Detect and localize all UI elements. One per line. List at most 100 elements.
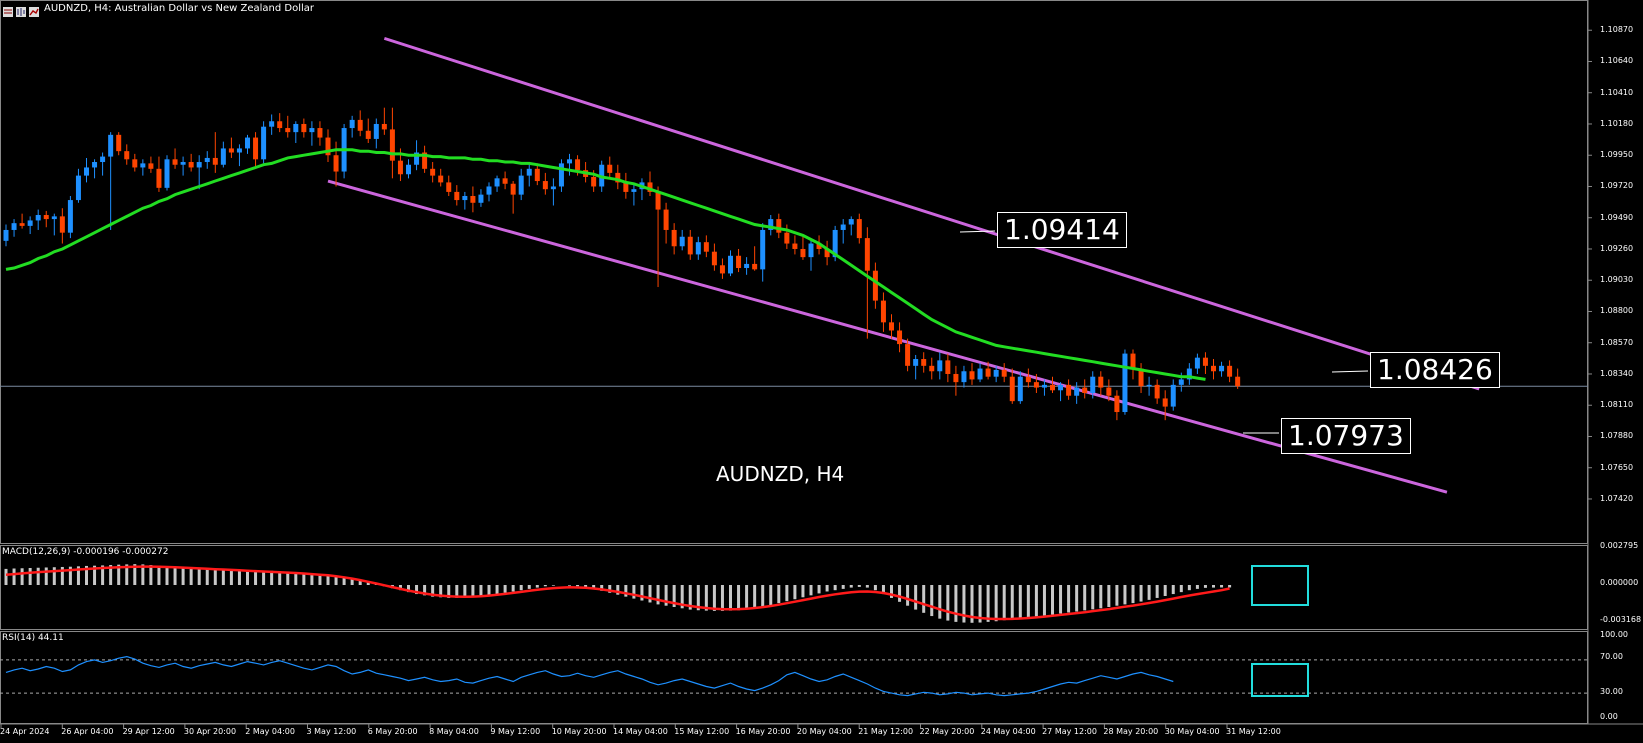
candle-bear (317, 128, 323, 138)
candle-bear (228, 148, 234, 153)
candle-bear (1025, 376, 1031, 383)
candle-bull (349, 119, 355, 129)
candle-bull (1090, 376, 1096, 393)
candle-bear (856, 219, 862, 239)
time-tick: 26 Apr 04:00 (61, 727, 114, 736)
candle-bull (1122, 353, 1128, 413)
candle-bear (156, 168, 162, 188)
candle-bull (1219, 365, 1225, 372)
candle-bear (389, 129, 395, 161)
candle-bear (397, 160, 403, 175)
candle-bull (108, 134, 114, 157)
macd-signal-line (5, 565, 1230, 621)
candle-bear (711, 251, 717, 266)
candle-bear (905, 344, 911, 366)
candle-bull (526, 168, 532, 176)
candle-bear (470, 195, 476, 203)
price-label-resistance: 1.08426 (1370, 352, 1500, 388)
candle-bull (293, 123, 299, 133)
price-tick: 1.08570 (1600, 337, 1634, 347)
candle-bull (236, 148, 242, 153)
candle-bull (478, 194, 484, 203)
candle-bear (1154, 384, 1160, 399)
price-tick: 1.09260 (1600, 243, 1634, 253)
candle-bear (333, 155, 339, 172)
candle-bear (663, 209, 669, 230)
candle-bear (736, 255, 742, 268)
channel-upper-line (383, 36, 1480, 391)
time-tick: 29 Apr 12:00 (122, 727, 175, 736)
candle-bear (800, 248, 806, 258)
candle-bull (164, 159, 170, 188)
candle-bear (687, 236, 693, 255)
label-connector-resistance (1331, 370, 1369, 373)
candle-bear (1162, 398, 1168, 407)
candle-bull (679, 236, 685, 247)
axis-ticks (0, 29, 1592, 728)
candle-bear (647, 182, 653, 192)
time-tick: 9 May 12:00 (490, 727, 541, 736)
candle-bull (760, 229, 766, 270)
time-tick: 20 May 04:00 (796, 727, 852, 736)
candle-bull (462, 195, 468, 201)
candle-bull (100, 156, 106, 163)
candle-bull (180, 162, 186, 165)
candle-bull (3, 229, 9, 241)
time-tick: 28 May 20:00 (1103, 727, 1159, 736)
rsi-pane-border (0, 631, 1588, 724)
candle-bear (132, 159, 138, 168)
candle-bear (1227, 365, 1233, 377)
chart-menu-icon (3, 7, 39, 17)
price-label-upper: 1.09414 (997, 212, 1127, 248)
candle-bull (261, 126, 267, 160)
candle-bull (728, 255, 733, 274)
candle-bear (623, 182, 629, 192)
candle-bear (776, 219, 782, 233)
time-tick: 16 May 20:00 (735, 727, 791, 736)
candle-bear (422, 152, 428, 169)
candle-bear (430, 168, 436, 176)
candle-bear (446, 182, 452, 192)
candle-bear (1082, 387, 1088, 393)
time-tick: 24 Apr 2024 (0, 727, 50, 736)
candle-bull (631, 189, 637, 192)
candle-bull (1170, 384, 1176, 407)
symbol-watermark: AUDNZD, H4 (716, 462, 845, 486)
candle-bear (1050, 384, 1055, 391)
candle-bear (1138, 368, 1144, 387)
candle-bull (1074, 387, 1080, 396)
candle-bear (510, 183, 516, 195)
time-tick: 27 May 12:00 (1042, 727, 1097, 736)
price-tick: 1.09720 (1600, 181, 1634, 191)
candle-bear (59, 216, 65, 233)
candle-bear (824, 248, 830, 258)
candle-bull (558, 163, 564, 187)
candle-bear (655, 191, 661, 210)
candle-bear (1106, 387, 1112, 396)
candle-bull (768, 219, 774, 230)
candle-bull (1058, 384, 1064, 391)
price-tick: 1.09030 (1600, 275, 1634, 285)
time-tick: 15 May 12:00 (674, 727, 730, 736)
macd-pane (4, 564, 1309, 623)
candle-bear (502, 178, 508, 184)
candle-bear (116, 134, 122, 152)
rsi-tick-30: 30.00 (1600, 687, 1623, 696)
candle-bear (792, 243, 798, 249)
candle-bear (1001, 369, 1007, 377)
candle-bear (816, 243, 822, 249)
candle-bull (11, 223, 17, 230)
candle-bear (889, 322, 894, 331)
price-tick: 1.10180 (1600, 118, 1634, 128)
price-tick: 1.10870 (1600, 25, 1634, 35)
candle-bear (929, 365, 935, 372)
candle-bull (832, 229, 838, 258)
rsi-label: RSI(14) 44.11 (2, 633, 64, 643)
candle-bull (494, 178, 500, 187)
candle-bear (172, 159, 178, 165)
rsi-pane (0, 655, 1588, 697)
chart-type-icons[interactable] (2, 3, 40, 17)
candle-bear (880, 300, 886, 323)
candle-bull (309, 128, 315, 133)
